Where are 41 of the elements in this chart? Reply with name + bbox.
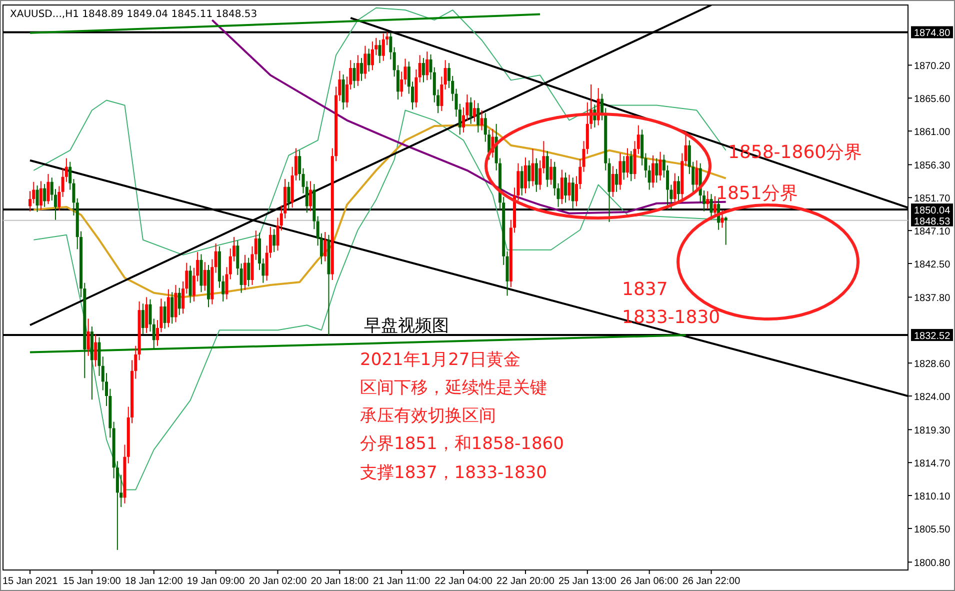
- x-tick-label: 21 Jan 11:00: [373, 576, 431, 587]
- ref-line-label: 1874.80: [914, 28, 951, 40]
- y-tick-label: 1847.10: [914, 226, 951, 238]
- ref-line-label: 1850.04: [914, 206, 951, 217]
- y-tick-label: 1856.30: [914, 160, 951, 172]
- chart-title: XAUUSD...,H1 1848.89 1849.04 1845.11 1848.53: [10, 9, 258, 20]
- y-tick-label: 1870.20: [914, 61, 951, 72]
- y-tick-label: 1810.10: [914, 492, 951, 503]
- x-tick-label: 18 Jan 12:00: [124, 576, 184, 587]
- y-tick-label: 1861.00: [914, 127, 951, 138]
- ref-line-label: 1848.53: [914, 216, 951, 228]
- x-tick-label: 26 Jan 22:00: [682, 576, 741, 587]
- x-tick-label: 22 Jan 20:00: [496, 576, 555, 587]
- annotation: 1851分界: [716, 183, 798, 204]
- x-tick-label: 25 Jan 13:00: [558, 576, 617, 587]
- annotation: 区间下移，延续性是关键: [360, 378, 547, 398]
- annotation: 支撑1837，1833-1830: [360, 463, 547, 483]
- y-tick-label: 1819.30: [914, 426, 951, 437]
- annotation: 1833-1830: [622, 307, 720, 328]
- x-tick-label: 26 Jan 06:00: [620, 576, 679, 587]
- annotation: 早盘视频图: [364, 316, 449, 336]
- x-tick-label: 15 Jan 19:00: [63, 576, 122, 587]
- y-tick-label: 1828.60: [914, 359, 951, 370]
- y-tick-label: 1800.80: [914, 558, 951, 570]
- annotation: 1837: [622, 279, 668, 300]
- x-tick-label: 15 Jan 2021: [2, 576, 58, 587]
- y-tick-label: 1851.70: [914, 194, 951, 205]
- x-tick-label: 20 Jan 18:00: [310, 576, 370, 587]
- annotation: 承压有效切换区间: [360, 406, 496, 426]
- y-tick-label: 1837.80: [914, 293, 951, 304]
- annotation: 分界1851，和1858-1860: [360, 434, 564, 454]
- ref-line-label: 1832.52: [914, 330, 951, 342]
- y-tick-label: 1842.50: [914, 260, 951, 271]
- x-tick-label: 19 Jan 09:00: [186, 576, 246, 587]
- y-tick-label: 1805.50: [914, 524, 951, 536]
- y-tick-label: 1814.70: [914, 458, 951, 470]
- y-tick-label: 1865.60: [914, 94, 951, 106]
- annotation: 2021年1月27日黄金: [360, 350, 521, 370]
- x-tick-label: 22 Jan 04:00: [434, 576, 493, 587]
- y-tick-label: 1824.00: [914, 392, 951, 403]
- x-tick-label: 20 Jan 02:00: [248, 576, 308, 587]
